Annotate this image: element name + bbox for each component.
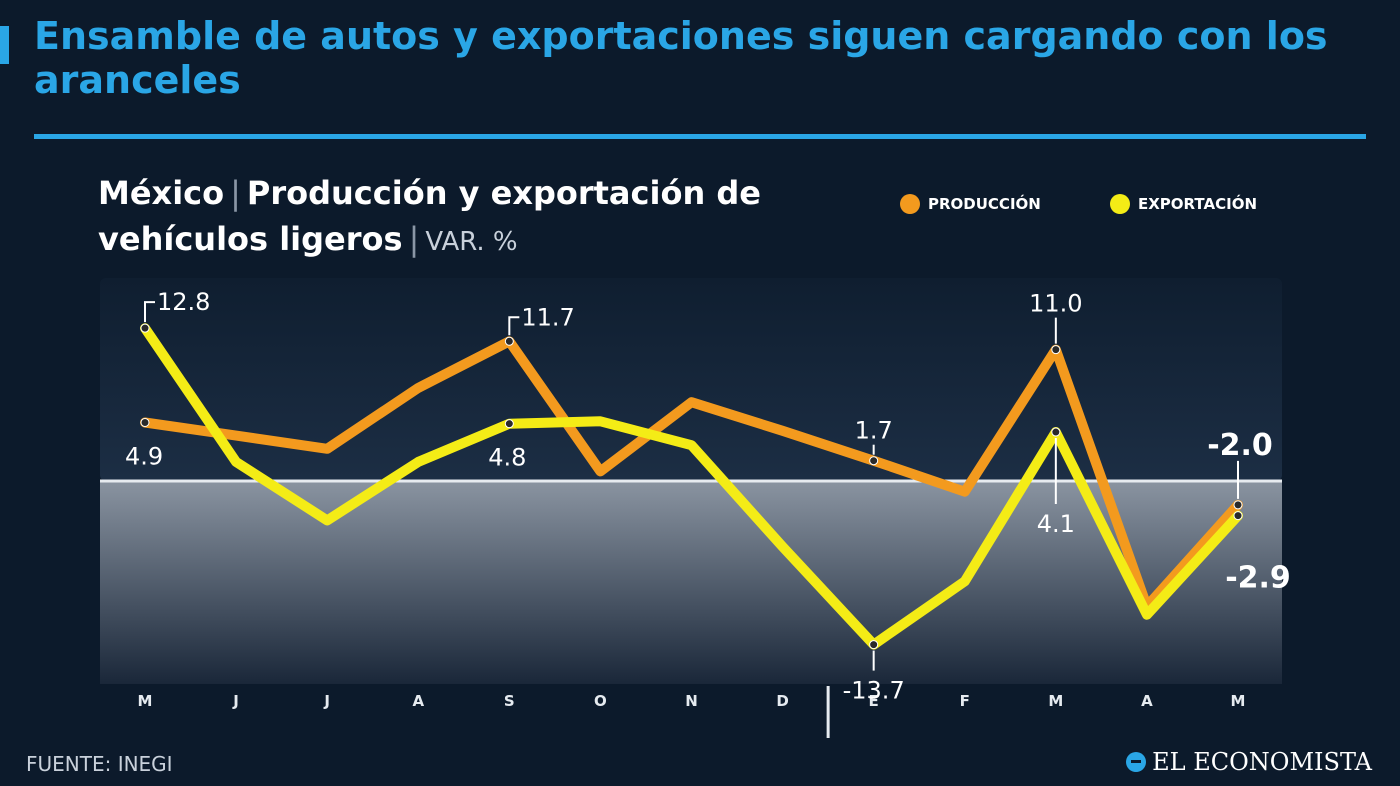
- data-label: 11.7: [521, 303, 574, 331]
- source-note: FUENTE: INEGI: [26, 752, 173, 776]
- subtitle-separator-unit: |: [408, 220, 420, 258]
- data-label: 4.8: [488, 444, 526, 472]
- data-label: 12.8: [157, 288, 210, 316]
- x-tick-label: M: [1231, 692, 1246, 710]
- legend-production-label: PRODUCCIÓN: [928, 195, 1041, 213]
- plot-area: [100, 278, 1282, 684]
- data-point-marker: [504, 336, 514, 346]
- data-point-marker: [140, 417, 150, 427]
- legend-export-label: EXPORTACIÓN: [1138, 195, 1258, 213]
- headline-accent-bar: [0, 26, 9, 64]
- x-tick-label: A: [412, 692, 424, 710]
- x-tick-label: S: [504, 692, 515, 710]
- headline: Ensamble de autos y exportaciones siguen…: [34, 14, 1328, 102]
- subtitle-topic: Producción y exportación de vehículos li…: [98, 174, 761, 258]
- data-label: 1.7: [855, 417, 893, 445]
- data-label: -2.9: [1225, 561, 1291, 596]
- x-tick-label: O: [594, 692, 607, 710]
- data-label: 4.9: [125, 442, 163, 470]
- data-point-marker: [1233, 500, 1243, 510]
- x-tick-label: N: [685, 692, 698, 710]
- legend-export-dot: [1110, 194, 1130, 214]
- data-labels: 12.8 4.9 11.7 4.8 1.7 -13.7 11.0 4.1 -2.0 -2.9: [125, 288, 1291, 704]
- label-leader: [508, 316, 520, 336]
- x-tick-label: F: [960, 692, 970, 710]
- legend-production: PRODUCCIÓN: [900, 192, 1041, 216]
- brand-globe-icon: [1126, 752, 1147, 772]
- x-tick-label: D: [776, 692, 788, 710]
- x-tick-label: J: [323, 692, 330, 710]
- brand-logo: EL ECONOMISTA: [1126, 748, 1372, 776]
- data-label: 4.1: [1037, 510, 1075, 538]
- plot-area-negative: [100, 481, 1282, 684]
- data-label: -2.0: [1207, 428, 1273, 463]
- subtitle-place: México: [98, 174, 225, 212]
- data-point-marker: [140, 323, 150, 333]
- x-tick-label: J: [232, 692, 239, 710]
- data-label: -13.7: [843, 677, 905, 705]
- chart-subtitle: México | Producción y exportación de vehíc…: [98, 170, 858, 265]
- data-label: 11.0: [1029, 290, 1082, 318]
- data-point-marker: [869, 640, 879, 650]
- data-point-marker: [1233, 511, 1243, 521]
- brand-name: EL ECONOMISTA: [1152, 748, 1372, 776]
- plot-area-positive: [100, 278, 1282, 481]
- subtitle-unit: VAR. %: [425, 227, 518, 257]
- data-markers: [140, 323, 1243, 650]
- legend-production-dot: [900, 194, 920, 214]
- data-point-marker: [504, 419, 514, 429]
- data-point-marker: [1051, 427, 1061, 437]
- x-tick-label: E: [869, 692, 879, 710]
- x-tick-label: M: [1048, 692, 1063, 710]
- subtitle-separator: |: [230, 174, 241, 212]
- x-tick-label: A: [1141, 692, 1153, 710]
- data-point-marker: [869, 456, 879, 466]
- headline-rule: [34, 134, 1366, 139]
- label-leader: [144, 301, 155, 323]
- data-point-marker: [1051, 345, 1061, 355]
- x-tick-label: M: [138, 692, 153, 710]
- legend-export: EXPORTACIÓN: [1110, 192, 1257, 216]
